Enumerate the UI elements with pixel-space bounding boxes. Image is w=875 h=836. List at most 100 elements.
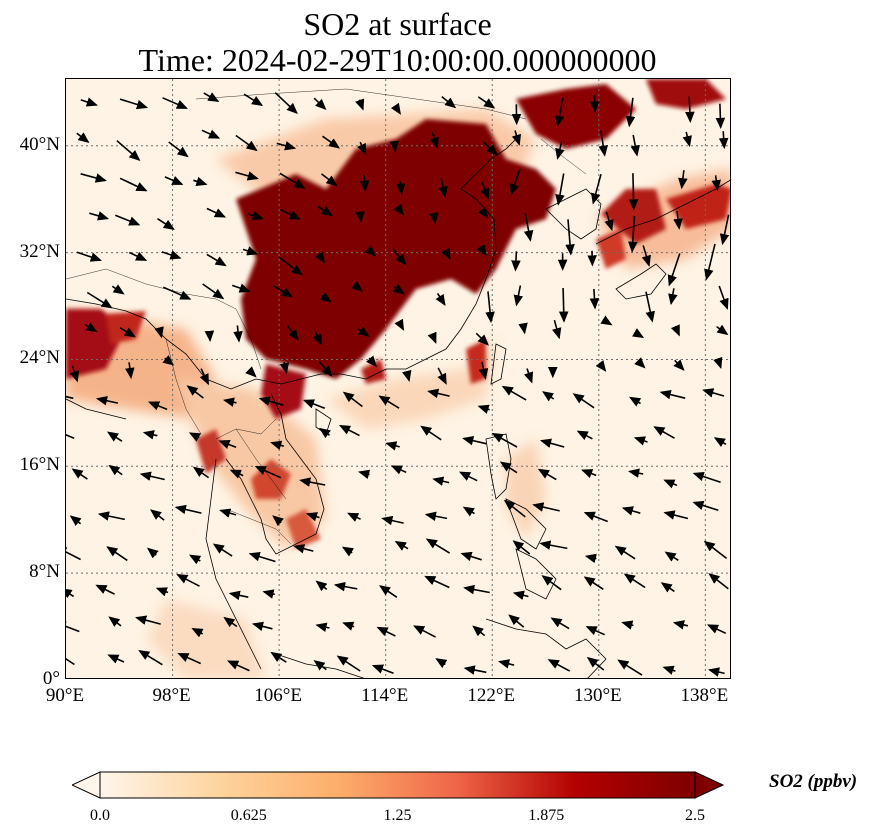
longitude-tick-label: 130°E [573, 685, 622, 706]
wind-arrow [66, 657, 75, 666]
wind-arrow [586, 656, 605, 671]
wind-arrow [716, 324, 729, 336]
wind-arrow [355, 211, 365, 223]
wind-arrow [572, 393, 595, 409]
wind-arrow [711, 175, 721, 192]
wind-arrow [235, 171, 259, 181]
wind-arrow [262, 589, 275, 599]
wind-arrow [162, 97, 188, 109]
wind-arrow [424, 511, 448, 522]
wind-arrow [142, 430, 158, 440]
wind-arrow [95, 396, 119, 406]
wind-arrow [462, 506, 475, 517]
wind-arrow [385, 441, 400, 451]
wind-arrow [318, 427, 331, 439]
wind-arrow [272, 515, 284, 527]
wind-arrow [532, 502, 560, 512]
wind-arrow [146, 547, 159, 559]
wind-arrow [333, 581, 358, 592]
wind-arrow [364, 245, 376, 257]
wind-arrow [248, 552, 276, 563]
wind-arrow [280, 208, 302, 220]
wind-arrow [218, 439, 237, 449]
wind-arrow [692, 471, 721, 483]
colorbar-label: SO2 (ppbv) [769, 771, 858, 792]
wind-arrow [537, 468, 557, 481]
wind-arrow [501, 385, 527, 401]
wind-arrow [653, 426, 675, 439]
wind-arrow [299, 477, 326, 487]
wind-arrow [76, 251, 102, 262]
wind-arrow [633, 436, 648, 446]
wind-arrow [477, 206, 489, 219]
wind-arrow [441, 247, 451, 261]
wind-arrow [558, 287, 569, 323]
wind-arrow [429, 131, 439, 149]
wind-arrow [664, 551, 679, 562]
wind-arrow [150, 509, 165, 521]
wind-arrow [438, 177, 448, 198]
wind-arrow [394, 540, 409, 551]
wind-arrow [692, 500, 719, 512]
wind-arrow [365, 355, 377, 368]
wind-arrow [704, 243, 716, 281]
wind-arrow [483, 141, 498, 156]
wind-arrow [641, 245, 651, 267]
wind-arrow [713, 437, 727, 448]
wind-arrow [547, 659, 571, 672]
wind-arrow [293, 544, 314, 554]
wind-arrow [107, 654, 125, 664]
wind-arrow [162, 355, 175, 366]
wind-arrow [351, 280, 363, 292]
wind-arrow [670, 324, 680, 337]
wind-arrow [617, 659, 643, 676]
wind-arrow [322, 135, 341, 149]
wind-arrow [318, 360, 333, 377]
wind-arrow [116, 140, 141, 161]
wind-arrow [539, 438, 565, 448]
wind-arrow [381, 515, 404, 526]
wind-arrow [435, 658, 448, 669]
wind-arrow [342, 621, 355, 631]
wind-arrow [162, 286, 192, 300]
wind-arrow [135, 615, 161, 625]
wind-arrow [276, 141, 297, 151]
wind-arrow [302, 399, 326, 409]
wind-arrow [278, 256, 303, 276]
wind-arrow [463, 584, 490, 595]
wind-arrow [673, 210, 683, 230]
wind-arrow [392, 248, 407, 266]
wind-arrow [106, 431, 123, 442]
colorbar-extend-min [72, 771, 101, 799]
wind-arrow [524, 368, 534, 384]
wind-arrow [458, 471, 478, 482]
wind-arrow [583, 511, 608, 523]
wind-arrow [155, 587, 169, 597]
wind-arrow [511, 130, 522, 146]
wind-arrow [708, 573, 729, 590]
wind-arrow [219, 508, 237, 518]
wind-arrow [84, 322, 98, 333]
wind-arrow [581, 469, 597, 479]
wind-arrow [227, 660, 250, 672]
wind-arrow [480, 181, 490, 200]
wind-arrow [286, 325, 299, 341]
map-subtitle-time: Time: 2024-02-29T10:00:00.000000000 [138, 42, 657, 78]
wind-arrow [164, 176, 184, 185]
wind-arrow [201, 129, 221, 139]
wind-arrow [508, 614, 525, 628]
wind-arrow [321, 173, 338, 187]
wind-arrow [659, 389, 686, 400]
longitude-tick-label: 122°E [467, 685, 516, 706]
wind-arrow [313, 97, 327, 111]
wind-arrow [243, 93, 264, 107]
wind-arrow [432, 476, 450, 486]
wind-arrow [66, 433, 75, 440]
wind-arrow [630, 134, 640, 157]
wind-arrow [390, 465, 407, 475]
wind-arrow [191, 627, 204, 638]
wind-arrow [315, 622, 330, 632]
wind-arrow [357, 141, 367, 156]
wind-arrow [628, 468, 644, 478]
wind-arrow [402, 369, 412, 382]
